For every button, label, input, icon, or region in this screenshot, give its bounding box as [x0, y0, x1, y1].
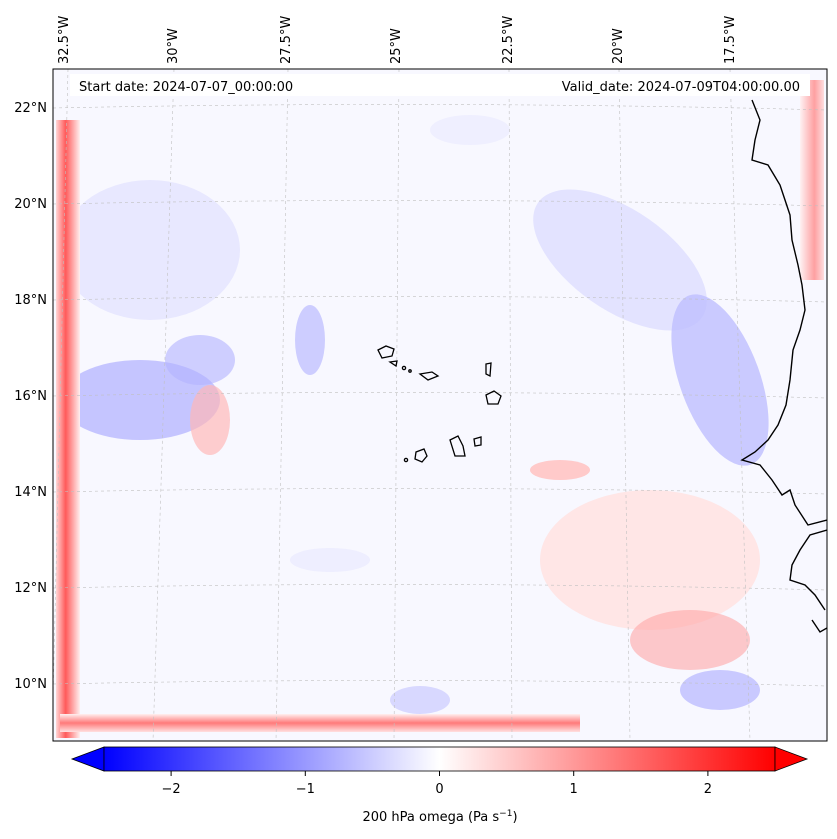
colorbar-ticks: −2 −1 0 1 2 [162, 771, 712, 797]
lon-label: 25°W [389, 28, 404, 64]
lon-label: 32.5°W [57, 16, 72, 64]
colorbar-tick-label: −2 [162, 782, 181, 797]
lon-label: 17.5°W [723, 16, 738, 64]
left-boundary-band [56, 120, 80, 738]
lat-label: 18°N [14, 293, 47, 308]
lat-label: 16°N [14, 389, 47, 404]
latitude-labels: 22°N 20°N 18°N 16°N 14°N 12°N 10°N [14, 101, 47, 692]
map-border [52, 68, 828, 742]
colorbar: −2 −1 0 1 2 200 hPa omega (Pa s−1) [70, 746, 809, 825]
map-panel [53, 69, 827, 741]
lat-label: 14°N [14, 485, 47, 500]
colorbar-tick-label: −1 [296, 782, 315, 797]
colorbar-tick-label: 2 [704, 782, 712, 797]
colorbar-tick-label: 1 [570, 782, 578, 797]
valid-date-label: Valid_date: 2024-07-09T04:00:00.00 [562, 80, 800, 95]
lon-label: 22.5°W [501, 16, 516, 64]
gridlines [53, 69, 827, 741]
longitude-labels: 32.5°W 30°W 27.5°W 25°W 22.5°W 20°W 17.5… [57, 16, 738, 64]
lat-label: 22°N [14, 101, 47, 116]
lat-label: 10°N [14, 677, 47, 692]
colorbar-tick-label: 0 [435, 782, 443, 797]
lon-label: 20°W [611, 28, 626, 64]
lat-label: 12°N [14, 581, 47, 596]
africa-coastline [740, 99, 827, 633]
lat-label: 20°N [14, 197, 47, 212]
colorbar-left-extension [70, 746, 105, 772]
colorbar-gradient [103, 746, 776, 772]
lon-label: 30°W [166, 28, 181, 64]
right-boundary-band [800, 80, 824, 280]
colorbar-label: 200 hPa omega (Pa s−1) [362, 809, 517, 825]
omega-field [60, 115, 769, 714]
cabo-verde-islands [377, 345, 502, 463]
start-date-label: Start date: 2024-07-07_00:00:00 [79, 80, 293, 95]
header-banner [70, 74, 810, 96]
lon-label: 27.5°W [279, 16, 294, 64]
colorbar-right-extension [774, 746, 809, 772]
bottom-boundary-band [60, 714, 580, 732]
